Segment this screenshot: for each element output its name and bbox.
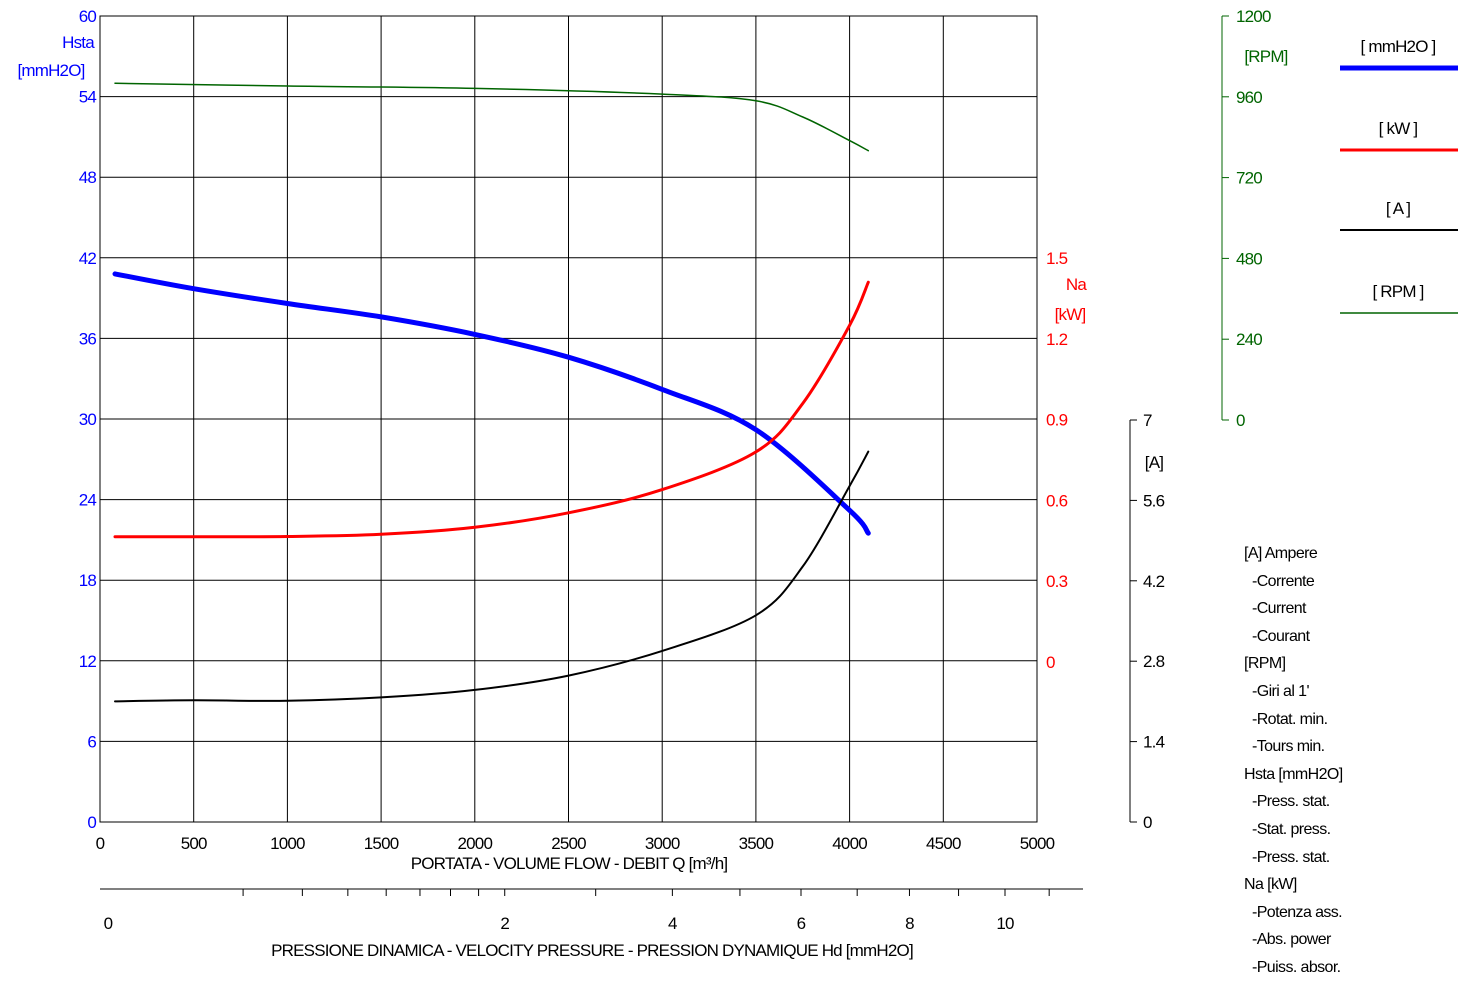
x-tick-label: 1500 xyxy=(364,834,399,853)
note-group: Hsta [mmH2O] -Press. stat. -Stat. press. -P… xyxy=(1244,761,1343,871)
amp-tick-label: 1.4 xyxy=(1143,733,1165,752)
legend-label: [ kW ] xyxy=(1379,119,1418,138)
x-tick-label: 2000 xyxy=(457,834,492,853)
legend-label: [ RPM ] xyxy=(1372,282,1423,301)
na-tick-label: 0.9 xyxy=(1046,411,1068,430)
hsta-tick-label: 54 xyxy=(79,88,97,107)
x-tick-label: 0 xyxy=(96,834,105,853)
rpm-tick-label: 960 xyxy=(1236,88,1262,107)
x-tick-label: 3000 xyxy=(645,834,680,853)
amp-tick-label: 0 xyxy=(1143,813,1152,832)
note-line: -Press. stat. xyxy=(1252,793,1330,811)
hsta-tick-label: 42 xyxy=(79,249,97,268)
hsta-tick-label: 24 xyxy=(79,491,97,510)
unit-notes: [A] Ampere -Corrente -Current -Courant [RPM]… xyxy=(1244,540,1343,982)
series-line-amp xyxy=(114,450,870,703)
na-axis-title: Na xyxy=(1066,275,1087,294)
legend-label: [ mmH2O ] xyxy=(1361,37,1436,56)
amp-tick-label: 2.8 xyxy=(1143,652,1165,671)
hsta-tick-label: 36 xyxy=(79,329,97,348)
series-line-rpm xyxy=(114,82,870,152)
rpm-tick-label: 1200 xyxy=(1236,7,1271,26)
x-tick-label: 2500 xyxy=(551,834,586,853)
note-heading: Na [kW] xyxy=(1244,876,1297,894)
note-heading: Hsta [mmH2O] xyxy=(1244,765,1343,783)
note-group: [RPM] -Giri al 1' -Rotat. min. -Tours min. xyxy=(1244,650,1343,760)
na-tick-label: 0.3 xyxy=(1046,572,1068,591)
x-axis-labels: PORTATA - VOLUME FLOW - DEBIT Q [m³/h] 0 2… xyxy=(100,854,1083,960)
x-tick-label: 1000 xyxy=(270,834,305,853)
amp-tick-label: 4.2 xyxy=(1143,572,1165,591)
x-tick-label: 3500 xyxy=(739,834,774,853)
x-axis-title: PORTATA - VOLUME FLOW - DEBIT Q [m³/h] xyxy=(411,854,728,873)
hsta-tick-label: 48 xyxy=(79,168,97,187)
note-line: -Stat. press. xyxy=(1252,820,1331,838)
series-line-hsta xyxy=(112,271,871,536)
na-tick-label: 0 xyxy=(1046,653,1055,672)
hsta-tick-label: 30 xyxy=(79,410,97,429)
legend-label: [ A ] xyxy=(1386,199,1410,218)
chart-axes: 0 500 1000 1500 2000 2500 3000 3500 4000 4500 5000… xyxy=(17,7,1288,853)
na-axis-unit: [kW] xyxy=(1055,305,1086,324)
secondary-x-tick-label: 0 xyxy=(104,914,113,933)
x-tick-label: 500 xyxy=(181,834,207,853)
amp-tick-label: 7 xyxy=(1143,411,1152,430)
x-tick-label: 5000 xyxy=(1020,834,1055,853)
hsta-axis-title: Hsta xyxy=(62,33,95,52)
amp-axis-unit: [A] xyxy=(1145,453,1163,472)
note-line: -Giri al 1' xyxy=(1252,682,1310,700)
secondary-x-tick-label: 2 xyxy=(500,914,509,933)
na-tick-label: 1.2 xyxy=(1046,330,1068,349)
note-group: Na [kW] -Potenza ass. -Abs. power -Puiss. a… xyxy=(1244,871,1343,981)
rpm-tick-label: 0 xyxy=(1236,411,1245,430)
hsta-tick-label: 6 xyxy=(87,732,96,751)
amp-tick-label: 5.6 xyxy=(1143,491,1165,510)
na-tick-label: 0.6 xyxy=(1046,491,1068,510)
note-heading: [A] Ampere xyxy=(1244,545,1318,562)
rpm-tick-label: 720 xyxy=(1236,169,1262,188)
rpm-tick-label: 480 xyxy=(1236,249,1262,268)
chart-series xyxy=(112,82,871,703)
secondary-x-tick-label: 8 xyxy=(905,914,914,933)
note-group: [A] Ampere -Corrente -Current -Courant xyxy=(1244,540,1343,650)
note-line: -Press. stat. xyxy=(1252,848,1330,866)
secondary-x-tick-label: 4 xyxy=(668,914,677,933)
hsta-axis-unit: [mmH2O] xyxy=(17,61,84,80)
note-line: -Current xyxy=(1252,600,1306,618)
note-line: -Potenza ass. xyxy=(1252,903,1343,921)
hsta-tick-label: 0 xyxy=(87,813,96,832)
hsta-tick-label: 12 xyxy=(79,652,97,671)
secondary-x-tick-label: 10 xyxy=(996,914,1014,933)
note-line: -Courant xyxy=(1252,627,1310,645)
secondary-x-axis-title: PRESSIONE DINAMICA - VELOCITY PRESSURE -… xyxy=(271,941,913,960)
hsta-tick-label: 60 xyxy=(79,7,97,26)
rpm-axis-unit: [RPM] xyxy=(1244,47,1287,66)
note-line: -Rotat. min. xyxy=(1252,710,1328,728)
note-line: -Abs. power xyxy=(1252,931,1331,949)
secondary-x-tick-label: 6 xyxy=(797,914,806,933)
note-heading: [RPM] xyxy=(1244,655,1286,673)
x-tick-label: 4000 xyxy=(832,834,867,853)
plot-grid xyxy=(99,15,1038,823)
note-line: -Corrente xyxy=(1252,572,1315,590)
x-tick-label: 4500 xyxy=(926,834,961,853)
series-line-na xyxy=(113,280,870,539)
chart-legend: [ mmH2O ] [ kW ] [ A ] [ RPM ] xyxy=(1340,37,1458,314)
note-line: -Tours min. xyxy=(1252,738,1325,756)
note-line: -Puiss. absor. xyxy=(1252,958,1341,976)
hsta-tick-label: 18 xyxy=(79,571,97,590)
na-tick-label: 1.5 xyxy=(1046,249,1068,268)
rpm-tick-label: 240 xyxy=(1236,330,1262,349)
